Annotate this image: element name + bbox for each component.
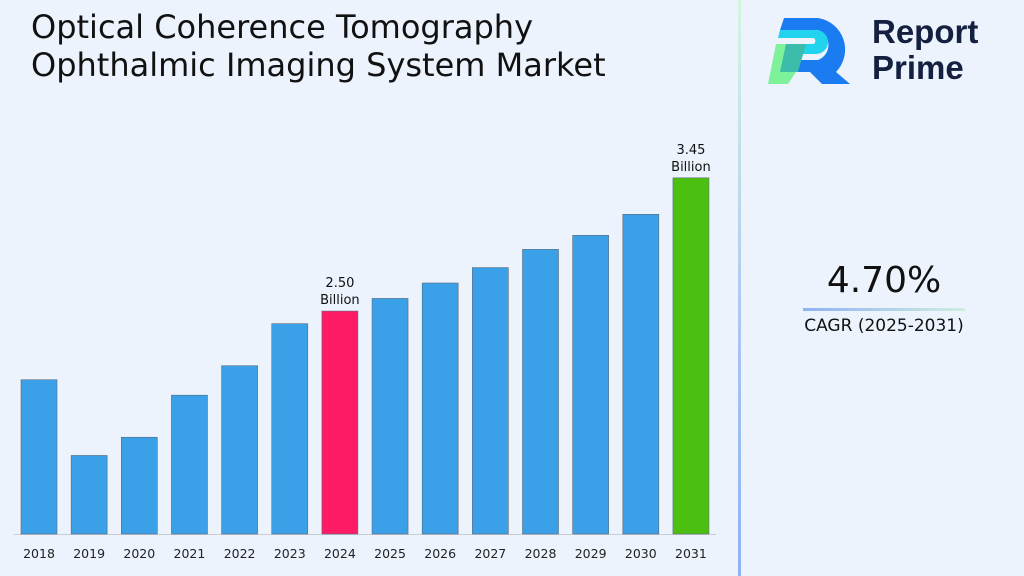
bar-2018 — [20, 379, 58, 535]
bar-2020 — [121, 436, 158, 535]
chart-title: Optical Coherence Tomography Ophthalmic … — [31, 8, 606, 84]
x-tick-label-2023: 2023 — [274, 546, 306, 561]
bar-2029 — [572, 235, 609, 535]
bar-2030 — [622, 214, 660, 535]
x-tick-label-2026: 2026 — [424, 546, 456, 561]
x-tick-label-2020: 2020 — [123, 546, 155, 561]
bar-2023 — [271, 323, 309, 535]
bar-chart: 2018 2019 2020 2021 2022 2023 2024 2.50 Billion 2… — [14, 143, 716, 561]
x-tick-label-2022: 2022 — [224, 546, 256, 561]
logo-line-2: Prime — [872, 49, 964, 86]
bar-2031 — [672, 177, 710, 535]
data-label-2031-0: 3.45 — [676, 143, 705, 158]
bar-2019 — [70, 455, 108, 535]
x-tick-label-2019: 2019 — [73, 546, 105, 561]
bar-2022 — [221, 365, 258, 535]
bar-2027 — [472, 267, 509, 535]
logo-text: Report Prime — [872, 14, 978, 86]
cagr-underline — [803, 308, 965, 311]
bar-2025 — [371, 298, 409, 535]
x-tick-label-2027: 2027 — [474, 546, 506, 561]
title-line-2: Ophthalmic Imaging System Market — [31, 46, 606, 84]
bar-2021 — [171, 394, 208, 535]
bar-2026 — [421, 282, 459, 535]
bar-2028 — [522, 249, 559, 535]
report-prime-logo-icon — [768, 18, 850, 84]
x-tick-label-2024: 2024 — [324, 546, 356, 561]
cagr-value: 4.70% — [826, 260, 942, 301]
cagr-label: CAGR (2025-2031) — [804, 316, 964, 336]
logo-line-1: Report — [872, 13, 979, 50]
x-tick-label-2018: 2018 — [23, 546, 55, 561]
data-label-2024-0: 2.50 — [325, 276, 354, 291]
x-tick-label-2025: 2025 — [374, 546, 406, 561]
bar-2024 — [321, 310, 359, 535]
x-tick-label-2021: 2021 — [174, 546, 206, 561]
data-label-2031-1: Billion — [671, 160, 711, 175]
x-tick-label-2031: 2031 — [675, 546, 707, 561]
x-tick-label-2030: 2030 — [625, 546, 657, 561]
x-tick-label-2029: 2029 — [575, 546, 607, 561]
divider — [738, 0, 741, 576]
x-tick-label-2028: 2028 — [525, 546, 557, 561]
data-label-2024-1: Billion — [320, 293, 360, 308]
title-line-1: Optical Coherence Tomography — [31, 8, 534, 46]
